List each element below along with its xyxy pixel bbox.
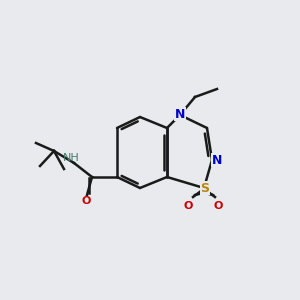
Text: NH: NH bbox=[63, 153, 80, 163]
Text: S: S bbox=[200, 182, 209, 194]
Text: N: N bbox=[212, 154, 222, 166]
Text: O: O bbox=[183, 201, 193, 211]
Text: N: N bbox=[175, 107, 185, 121]
Text: O: O bbox=[81, 196, 91, 206]
Text: O: O bbox=[213, 201, 223, 211]
